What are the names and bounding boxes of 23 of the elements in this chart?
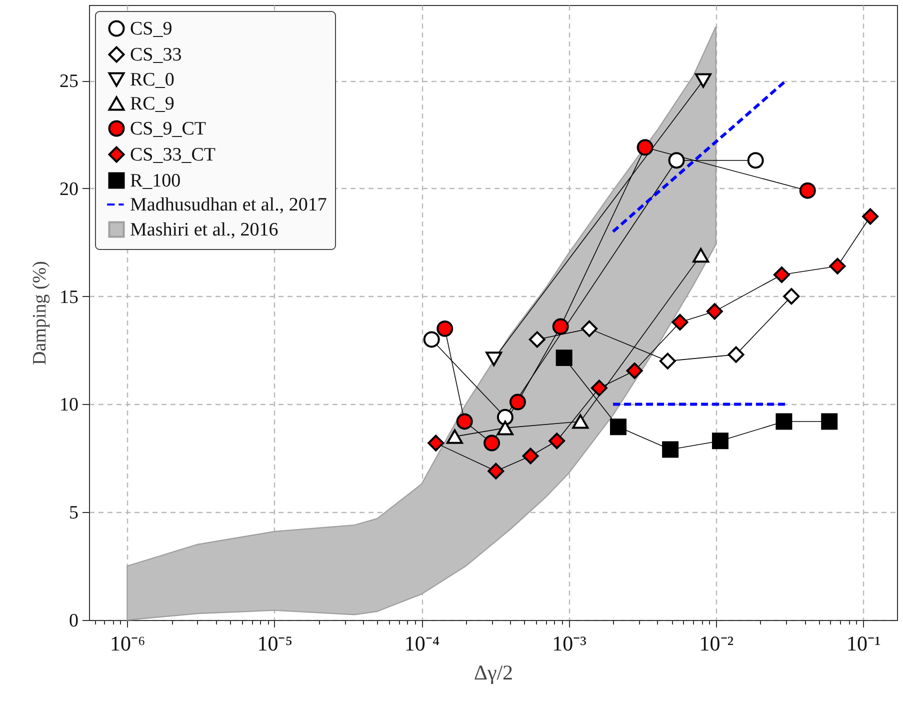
y-tick-label: 25 [60,71,78,92]
legend-label: CS_33 [130,44,182,66]
legend-label: CS_9 [130,18,172,40]
y-axis-title: Damping (%) [30,261,50,365]
legend-label: Madhusudhan et al., 2017 [130,194,327,216]
legend-label: RC_9 [130,94,174,114]
legend-label: RC_0 [130,70,174,90]
legend-label: R_100 [130,170,181,192]
y-tick-label: 5 [69,502,78,524]
x-tick-label: 10⁻² [699,632,734,656]
legend-label: CS_9_CT [130,118,206,140]
x-tick-label: 10⁻⁵ [257,632,293,656]
legend-label: Mashiri et al., 2016 [130,220,278,240]
x-axis-title: Δγ/2 [474,660,514,684]
y-tick-label: 20 [60,178,78,200]
x-tick-label: 10⁻⁶ [110,632,146,656]
y-tick-label: 10 [60,394,78,416]
x-tick-label: 10⁻³ [552,632,586,656]
x-tick-label: 10⁻¹ [846,632,881,656]
legend-label: CS_33_CT [130,144,216,166]
y-tick-label: 0 [69,610,78,632]
x-tick-label: 10⁻⁴ [404,632,440,656]
y-tick-label: 15 [60,286,78,308]
